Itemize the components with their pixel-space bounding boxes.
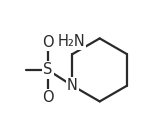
Text: O: O (42, 90, 54, 105)
Text: H₂N: H₂N (57, 34, 85, 49)
Text: O: O (42, 35, 54, 50)
Text: N: N (67, 78, 78, 93)
Text: S: S (43, 62, 52, 77)
